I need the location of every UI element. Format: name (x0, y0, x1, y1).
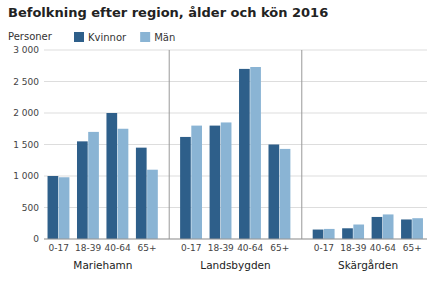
x-tick-label: 40-64 (237, 243, 263, 253)
legend-label: Män (154, 32, 175, 43)
grid-line (44, 176, 427, 177)
grid-line (44, 144, 427, 145)
y-tick-label: 1 000 (13, 171, 39, 181)
bar (210, 126, 221, 239)
bar (48, 176, 59, 239)
y-axis-label: Personer (8, 31, 53, 42)
x-tick-label: 65+ (138, 243, 157, 253)
bar (118, 129, 129, 239)
bar (180, 137, 191, 239)
y-tick-label: 2 000 (13, 108, 39, 118)
grid (44, 50, 427, 239)
bar (383, 214, 394, 239)
group-label: Skärgården (338, 259, 398, 271)
x-tick-label: 18-39 (340, 243, 366, 253)
bar (147, 170, 158, 239)
bar (372, 217, 383, 239)
grid-line (44, 50, 427, 51)
y-tick-label: 500 (22, 203, 39, 213)
bar (324, 229, 335, 239)
x-tick-label: 65+ (403, 243, 422, 253)
group-label: Mariehamn (73, 259, 132, 271)
bar (239, 69, 250, 239)
bars (48, 67, 423, 239)
legend-swatch (74, 32, 84, 42)
grid-line (44, 113, 427, 114)
bar (221, 122, 232, 239)
legend-swatch (140, 32, 150, 42)
bar (88, 132, 99, 239)
x-tick-label: 40-64 (370, 243, 396, 253)
x-tick-label: 65+ (270, 243, 289, 253)
x-tick-label: 0-17 (49, 243, 69, 253)
grid-line (44, 239, 427, 240)
y-tick-label: 3 000 (13, 45, 39, 55)
y-tick-label: 2 500 (13, 77, 39, 87)
x-tick-label: 0-17 (314, 243, 334, 253)
group-label: Landsbygden (200, 259, 270, 271)
bar (136, 148, 147, 239)
bar (313, 230, 324, 239)
title: Befolkning efter region, ålder och kön 2… (8, 5, 328, 20)
bar (59, 177, 70, 239)
bar (191, 126, 202, 239)
x-tick-label: 0-17 (181, 243, 201, 253)
legend: Kvinnor Män (74, 32, 175, 43)
group-separator (301, 50, 302, 239)
bar (250, 67, 261, 239)
y-tick-label: 1 500 (13, 140, 39, 150)
grid-line (44, 207, 427, 208)
bar (353, 225, 364, 239)
x-tick-label: 18-39 (208, 243, 234, 253)
bar (412, 218, 423, 239)
bar (401, 219, 412, 239)
group-separator (169, 50, 170, 239)
x-tick-label: 40-64 (105, 243, 131, 253)
legend-label: Kvinnor (88, 32, 127, 43)
x-tick-label: 18-39 (75, 243, 101, 253)
x-axis-line (44, 239, 427, 240)
grid-line (44, 81, 427, 82)
y-tick-label: 0 (33, 234, 39, 244)
bar (342, 228, 353, 239)
bar (280, 149, 291, 239)
bar (77, 141, 88, 239)
bar (106, 113, 117, 239)
chart: Befolkning efter region, ålder och kön 2… (0, 0, 437, 281)
bar (268, 145, 279, 240)
